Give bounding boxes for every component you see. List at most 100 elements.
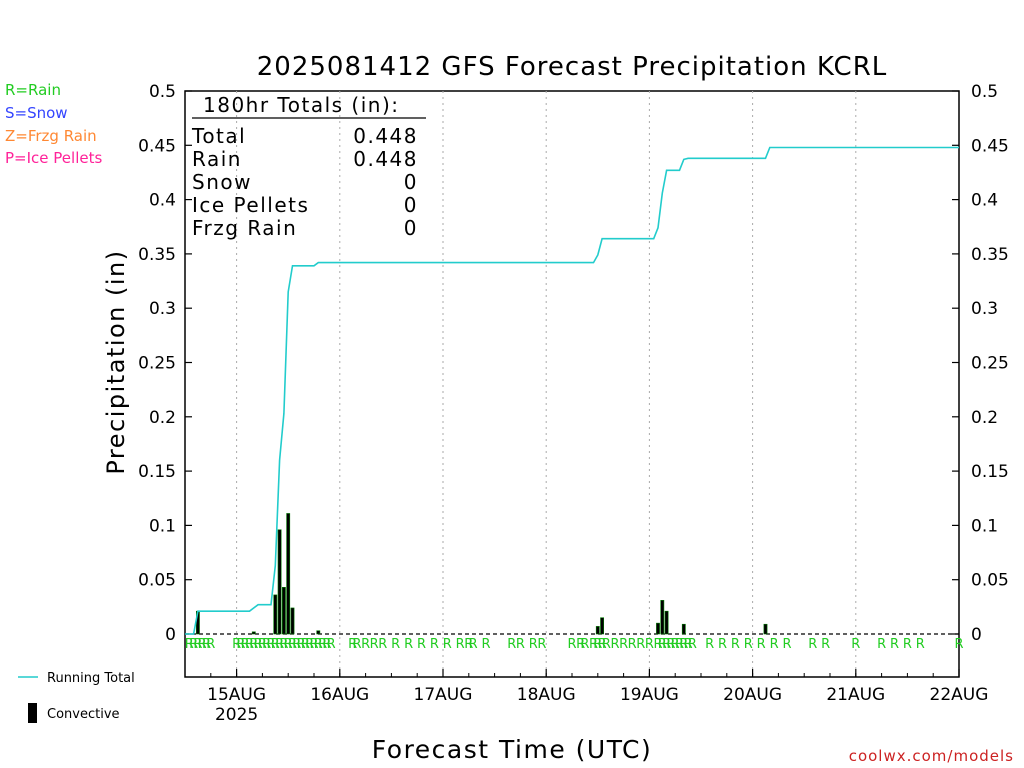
rain-marker: R [348, 637, 357, 652]
rain-marker: R [770, 637, 779, 652]
rain-marker: R [529, 637, 538, 652]
convective-bar [660, 600, 665, 635]
y-tick-label-right: 0.1 [971, 516, 998, 536]
rain-marker: R [645, 637, 654, 652]
x-tick-label: 17AUG [414, 685, 473, 705]
rain-marker: R [241, 637, 250, 652]
y-tick-label-left: 0.35 [138, 245, 176, 265]
totals-value-total: 0.448 [353, 124, 418, 148]
rain-marker: R [185, 637, 194, 652]
x-axis-title: Forecast Time (UTC) [372, 735, 652, 764]
rain-marker: R [443, 637, 452, 652]
rain-marker: R [593, 637, 602, 652]
totals-value-rain: 0.448 [353, 147, 418, 171]
rain-marker: R [507, 637, 516, 652]
rain-marker: R [206, 637, 215, 652]
totals-label-snow: Snow [192, 170, 252, 194]
y-tick-label-right: 0.35 [971, 245, 1009, 265]
y-tick-label-left: 0.1 [149, 516, 176, 536]
rain-marker: R [675, 637, 684, 652]
x-tick-label: 16AUG [310, 685, 369, 705]
totals-label-total: Total [191, 124, 246, 148]
precip-type-legend: R=Rain S=Snow Z=Frzg Rain P=Ice Pellets [5, 81, 102, 167]
rain-marker: R [262, 637, 271, 652]
plot-frame [184, 90, 960, 678]
rain-marker: R [688, 637, 697, 652]
rain-marker: R [636, 637, 645, 652]
rain-marker: R [567, 637, 576, 652]
rain-marker: R [193, 637, 202, 652]
rain-marker: R [245, 637, 254, 652]
rain-marker: R [236, 637, 245, 652]
rain-marker: R [301, 637, 310, 652]
rain-marker: R [877, 637, 886, 652]
rain-marker: R [378, 637, 387, 652]
rain-marker: R [469, 637, 478, 652]
y-tick-label-left: 0.4 [149, 191, 176, 211]
y-tick-label-right: 0.5 [971, 82, 998, 102]
rain-marker: R [671, 637, 680, 652]
convective-bar [664, 610, 669, 635]
rain-marker: R [662, 637, 671, 652]
rain-marker: R [249, 637, 258, 652]
rain-marker: R [318, 637, 327, 652]
y-tick-label-left: 0.05 [138, 571, 176, 591]
rain-marker: R [903, 637, 912, 652]
rain-marker: R [352, 637, 361, 652]
totals-box: 180hr Totals (in): Total 0.448 Rain 0.44… [191, 93, 426, 240]
rain-marker: R [189, 637, 198, 652]
x-tick-label: 15AUG [207, 685, 266, 705]
rain-marker: R [537, 637, 546, 652]
rain-marker: R [757, 637, 766, 652]
y-tick-label-right: 0.2 [971, 408, 998, 428]
totals-label-ice-pellets: Ice Pellets [192, 193, 309, 217]
rain-marker: R [782, 637, 791, 652]
rain-marker: R [705, 637, 714, 652]
convective-bar [681, 623, 686, 635]
y-tick-label-right: 0.25 [971, 354, 1009, 374]
rain-marker: R [679, 637, 688, 652]
convective-legend-swatch [28, 703, 37, 723]
y-tick-label-right: 0.05 [971, 571, 1009, 591]
rain-marker: R [275, 637, 284, 652]
y-tick-label-left: 0 [165, 625, 176, 645]
rain-marker: R [404, 637, 413, 652]
x-tick-label: 22AUG [930, 685, 989, 705]
totals-value-snow: 0 [404, 170, 418, 194]
totals-label-rain: Rain [192, 147, 242, 171]
legend-rain: R=Rain [5, 81, 61, 99]
rain-marker: R [314, 637, 323, 652]
rain-marker: R [731, 637, 740, 652]
y-tick-label-right: 0.3 [971, 299, 998, 319]
x-tick-label: 19AUG [620, 685, 679, 705]
convective-bar [290, 607, 295, 635]
rain-marker: R [202, 637, 211, 652]
rain-marker: R [890, 637, 899, 652]
rain-marker: R [718, 637, 727, 652]
rain-marker: R [954, 637, 963, 652]
rain-marker: R [628, 637, 637, 652]
rain-marker: R [292, 637, 301, 652]
rain-marker: R [464, 637, 473, 652]
running-total-legend-label: Running Total [47, 671, 135, 686]
rain-marker: R [481, 637, 490, 652]
convective-bar [595, 626, 600, 635]
convective-bar [251, 631, 256, 635]
rain-marker: R [653, 637, 662, 652]
y-tick-label-right: 0.15 [971, 462, 1009, 482]
convective-bars [196, 513, 768, 635]
rain-marker: R [658, 637, 667, 652]
rain-marker: R [322, 637, 331, 652]
convective-bar [600, 617, 605, 635]
rain-marker: R [610, 637, 619, 652]
legend-snow: S=Snow [5, 104, 68, 122]
chart-title: 2025081412 GFS Forecast Precipitation KC… [257, 52, 888, 82]
rain-marker: R [297, 637, 306, 652]
rain-marker: R [258, 637, 267, 652]
x-tick-label: 21AUG [826, 685, 885, 705]
rain-marker: R [284, 637, 293, 652]
convective-bar [316, 630, 321, 635]
convective-bar [273, 594, 278, 635]
